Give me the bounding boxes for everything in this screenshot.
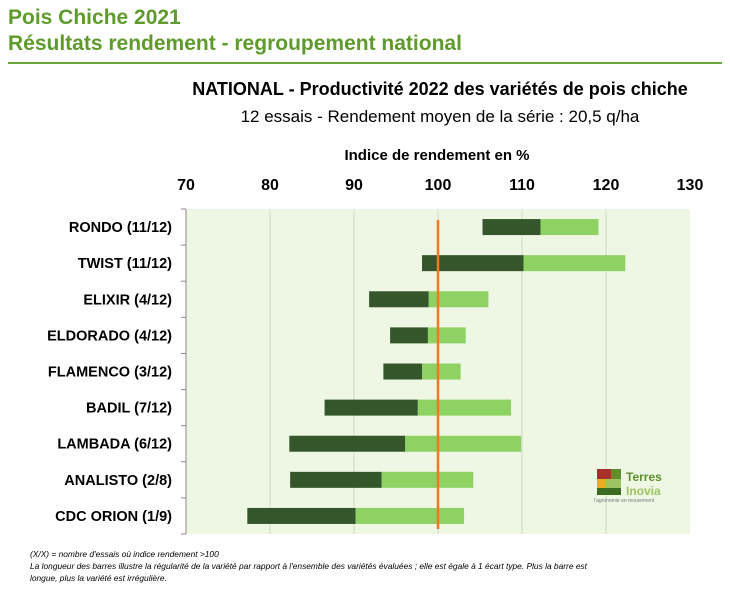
x-axis-label: Indice de rendement en % — [344, 147, 530, 164]
category-label: ELIXIR (4/12) — [83, 292, 172, 308]
chart-title: NATIONAL - Productivité 2022 des variété… — [192, 79, 688, 99]
bar-upper-segment — [355, 507, 465, 524]
bar-upper-segment — [417, 399, 512, 416]
bar-upper-segment — [523, 255, 626, 272]
bar-lower-segment — [369, 291, 429, 308]
category-label: TWIST (11/12) — [78, 256, 172, 272]
terres-inovia-logo: Terres Inovia l'agronomie en mouvement — [594, 466, 674, 506]
x-tick-label-100: 100 — [425, 177, 452, 194]
bar-upper-segment — [428, 291, 489, 308]
footnote-1: (X/X) = nombre d'essais où indice rendem… — [30, 549, 219, 559]
header-divider — [8, 62, 722, 64]
x-tick-label-110: 110 — [509, 177, 535, 194]
logo-text-terres: Terres — [626, 470, 662, 484]
category-label: FLAMENCO (3/12) — [48, 365, 172, 381]
logo-tagline: l'agronomie en mouvement — [594, 498, 655, 504]
page-header-title: Pois Chiche 2021 — [8, 6, 181, 29]
logo-square-green — [611, 469, 621, 479]
bar-upper-segment — [540, 219, 599, 236]
category-label: ANALISTO (2/8) — [64, 473, 172, 489]
bar-lower-segment — [422, 255, 524, 272]
category-label: ELDORADO (4/12) — [47, 328, 172, 344]
logo-square-red — [597, 469, 611, 479]
x-tick-label-130: 130 — [677, 177, 704, 194]
x-tick-label-120: 120 — [593, 177, 620, 194]
logo-square-lightgreen — [606, 479, 621, 488]
chart-subtitle: 12 essais - Rendement moyen de la série … — [240, 107, 640, 126]
bar-lower-segment — [482, 219, 541, 236]
bar-upper-segment — [405, 435, 522, 452]
category-label: BADIL (7/12) — [86, 401, 172, 417]
bar-lower-segment — [247, 507, 356, 524]
logo-text-inovia: Inovia — [626, 484, 661, 498]
category-label: LAMBADA (6/12) — [57, 437, 172, 453]
logo-square-darkgreen — [597, 488, 621, 495]
bar-lower-segment — [383, 363, 423, 380]
category-label: CDC ORION (1/9) — [55, 509, 172, 525]
bar-upper-segment — [427, 327, 466, 344]
bar-upper-segment — [381, 471, 474, 488]
logo-square-yellow — [597, 479, 606, 488]
category-label: RONDO (11/12) — [69, 220, 172, 236]
footnote-3: longue, plus la variété est irrégulière. — [30, 573, 167, 583]
bar-lower-segment — [390, 327, 428, 344]
bar-upper-segment — [422, 363, 461, 380]
bar-lower-segment — [324, 399, 418, 416]
bar-lower-segment — [289, 435, 406, 452]
x-tick-label-90: 90 — [345, 177, 363, 194]
page-header-subtitle: Résultats rendement - regroupement natio… — [8, 32, 462, 55]
footnote-2: La longueur des barres illustre la régul… — [30, 561, 587, 571]
bar-lower-segment — [290, 471, 382, 488]
x-tick-label-80: 80 — [261, 177, 279, 194]
x-tick-label-70: 70 — [177, 177, 195, 194]
